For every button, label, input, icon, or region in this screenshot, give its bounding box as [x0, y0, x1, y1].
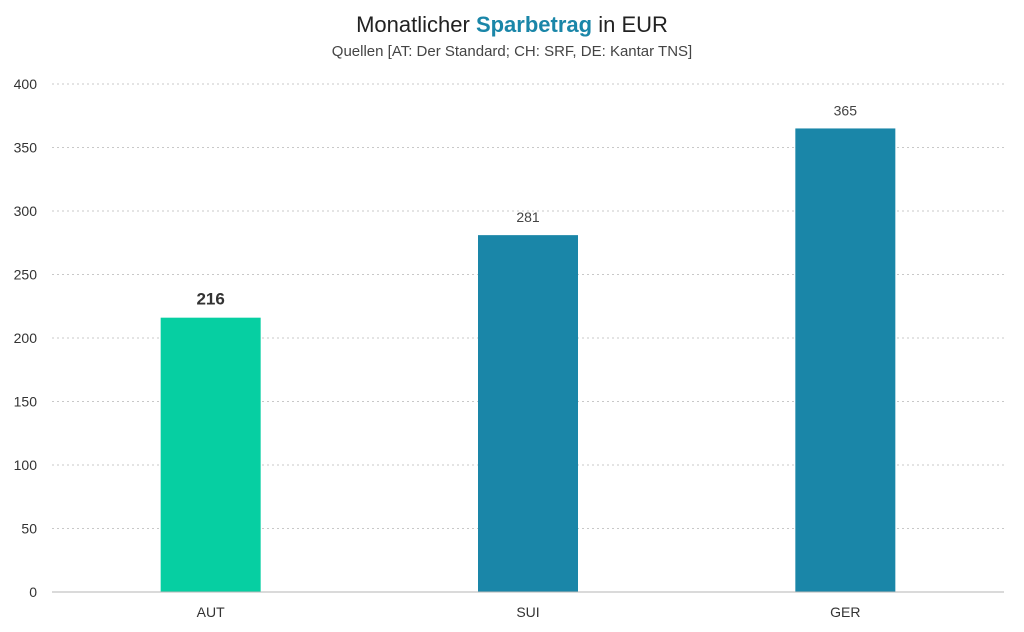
title-suffix: in EUR — [592, 12, 668, 37]
title-prefix: Monatlicher — [356, 12, 476, 37]
chart-title: Monatlicher Sparbetrag in EUR — [0, 12, 1024, 38]
value-labels: 216 281 365 — [196, 102, 857, 308]
bar-sui — [478, 235, 578, 592]
bars — [160, 128, 896, 592]
y-tick-label: 300 — [14, 203, 38, 219]
bar-aut — [160, 317, 261, 592]
y-tick-label: 50 — [21, 521, 37, 537]
y-tick-label: 400 — [14, 76, 38, 92]
x-tick-label-aut: AUT — [197, 604, 225, 620]
value-label-ger: 365 — [834, 102, 858, 118]
x-tick-label-sui: SUI — [516, 604, 539, 620]
x-tick-label-ger: GER — [830, 604, 860, 620]
y-tick-label: 0 — [29, 584, 37, 600]
y-tick-label: 250 — [14, 267, 38, 283]
chart-subtitle: Quellen [AT: Der Standard; CH: SRF, DE: … — [331, 43, 693, 60]
y-axis: 0 50 100 150 200 250 300 350 400 — [14, 76, 38, 600]
value-label-sui: 281 — [516, 209, 540, 225]
y-tick-label: 350 — [14, 140, 38, 156]
value-label-aut: 216 — [196, 290, 224, 309]
y-tick-label: 200 — [14, 330, 38, 346]
bar-ger — [795, 128, 896, 592]
y-tick-label: 150 — [14, 394, 38, 410]
x-axis: AUT SUI GER — [52, 591, 1004, 620]
title-highlight: Sparbetrag — [475, 12, 593, 37]
y-tick-label: 100 — [14, 457, 38, 473]
